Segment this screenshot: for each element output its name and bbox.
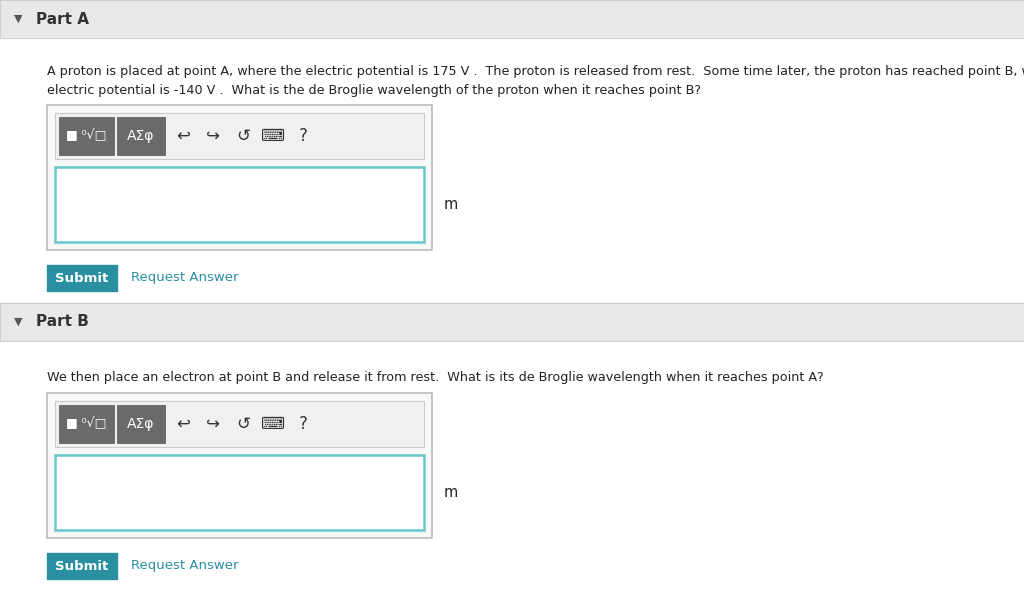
Text: ↩: ↩ (176, 127, 189, 145)
Text: ▼: ▼ (13, 317, 23, 327)
Text: ↺: ↺ (237, 127, 250, 145)
Text: AΣφ: AΣφ (127, 129, 155, 143)
Text: Submit: Submit (55, 560, 109, 572)
Text: AΣφ: AΣφ (127, 417, 155, 431)
Text: ▼: ▼ (13, 14, 23, 24)
Bar (59, 405, 114, 443)
Text: m: m (444, 197, 459, 212)
Text: ⌨: ⌨ (261, 415, 285, 433)
Text: A proton is placed at point A, where the electric potential is 175 V .  The prot: A proton is placed at point A, where the… (47, 65, 1024, 78)
Bar (0, 0, 1024, 38)
Bar (59, 117, 114, 155)
Bar (117, 117, 165, 155)
Text: ↪: ↪ (206, 127, 220, 145)
Text: Request Answer: Request Answer (131, 560, 239, 572)
Text: Submit: Submit (55, 272, 109, 284)
Bar (0, 341, 1024, 605)
Text: ?: ? (299, 415, 307, 433)
Text: ■ ⁰√□: ■ ⁰√□ (67, 417, 106, 431)
Bar (55, 401, 424, 447)
Bar (55, 455, 424, 530)
Text: ?: ? (299, 127, 307, 145)
Text: Part B: Part B (36, 315, 89, 330)
Bar (47, 265, 117, 291)
Text: m: m (444, 485, 459, 500)
Bar (47, 393, 432, 538)
Bar (47, 553, 117, 579)
Bar (0, 303, 1024, 341)
Text: ↺: ↺ (237, 415, 250, 433)
Text: ⌨: ⌨ (261, 127, 285, 145)
Bar (0, 303, 1024, 304)
Text: electric potential is -140 V .  What is the de Broglie wavelength of the proton : electric potential is -140 V . What is t… (47, 84, 701, 97)
Text: ↩: ↩ (176, 415, 189, 433)
Text: Part A: Part A (36, 11, 89, 27)
Bar (117, 405, 165, 443)
Text: ↪: ↪ (206, 415, 220, 433)
Bar (55, 167, 424, 242)
Text: We then place an electron at point B and release it from rest.  What is its de B: We then place an electron at point B and… (47, 371, 823, 384)
Text: Request Answer: Request Answer (131, 272, 239, 284)
Bar (47, 105, 432, 250)
Bar (0, 38, 1024, 303)
Bar (55, 113, 424, 159)
Text: ■ ⁰√□: ■ ⁰√□ (67, 129, 106, 143)
